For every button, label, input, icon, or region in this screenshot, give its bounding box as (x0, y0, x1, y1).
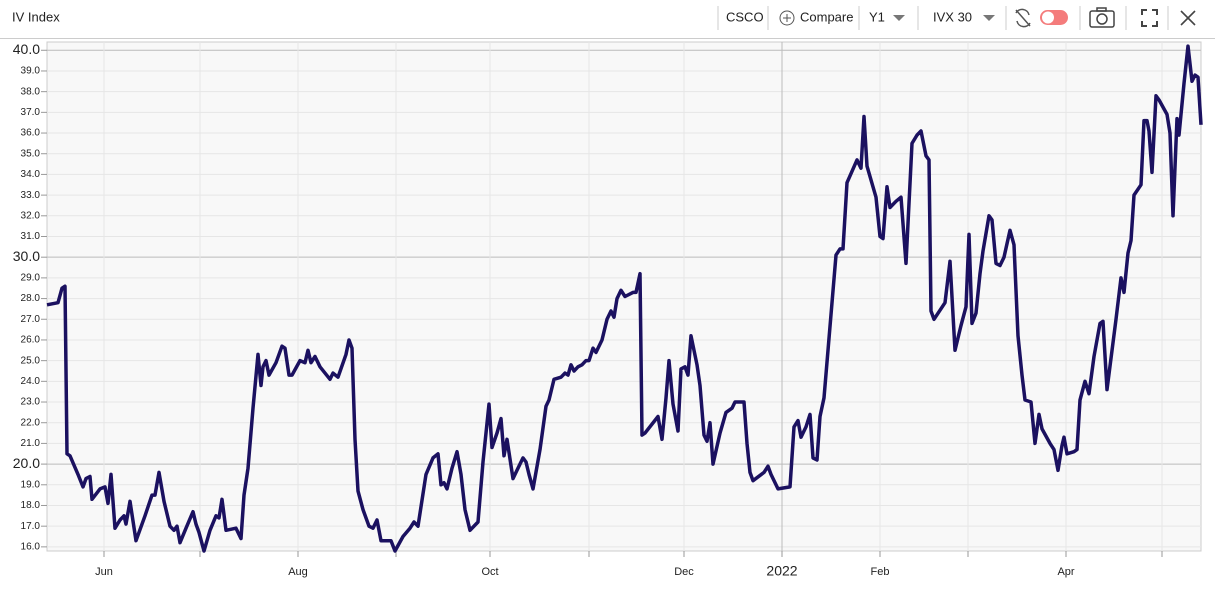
y-tick-label: 19.0 (21, 479, 41, 490)
camera-icon[interactable] (1089, 7, 1115, 28)
y-tick-label: 36.0 (21, 128, 41, 139)
y-tick-label: 29.0 (21, 273, 41, 284)
x-tick-label: Dec (674, 566, 694, 578)
y-tick-label: 24.0 (21, 376, 41, 387)
y-tick-label: 37.0 (21, 107, 41, 118)
x-tick-label: Apr (1057, 566, 1074, 578)
y-tick-label: 38.0 (21, 86, 41, 97)
y-tick-label: 17.0 (21, 521, 41, 532)
y-tick-label: 40.0 (13, 41, 40, 57)
y-tick-label: 20.0 (13, 455, 40, 471)
x-tick-label: Jun (95, 566, 113, 578)
y-tick-label: 16.0 (21, 542, 41, 553)
x-tick-label: Aug (288, 566, 308, 578)
x-tick-label: Feb (871, 566, 890, 578)
period-select[interactable]: Y1 (869, 9, 885, 24)
x-tick-label: 2022 (766, 563, 797, 579)
refresh-icon[interactable] (1015, 8, 1031, 28)
x-tick-label: Oct (481, 566, 498, 578)
line (46, 44, 1203, 553)
symbol[interactable]: CSCO (726, 9, 764, 24)
y-tick-label: 35.0 (21, 148, 41, 159)
dropdown-arrow[interactable] (893, 15, 905, 21)
y-tick-label: 26.0 (21, 335, 41, 346)
compare-icon[interactable] (779, 10, 795, 26)
fullscreen-icon[interactable] (1141, 9, 1158, 27)
y-tick-label: 28.0 (21, 293, 41, 304)
toggle[interactable] (1040, 10, 1068, 25)
y-tick-label: 22.0 (21, 417, 41, 428)
y-tick-label: 34.0 (21, 169, 41, 180)
y-tick-label: 32.0 (21, 210, 41, 221)
y-tick-label: 39.0 (21, 66, 41, 77)
y-tick-label: 18.0 (21, 500, 41, 511)
compare-button[interactable]: Compare (800, 9, 853, 24)
y-tick-label: 25.0 (21, 355, 41, 366)
measure-select[interactable]: IVX 30 (933, 9, 972, 24)
dropdown-arrow[interactable] (983, 15, 995, 21)
y-tick-label: 30.0 (13, 248, 40, 264)
y-tick-label: 27.0 (21, 314, 41, 325)
y-tick-label: 21.0 (21, 438, 41, 449)
y-tick-label: 33.0 (21, 190, 41, 201)
close-icon[interactable] (1180, 10, 1196, 26)
y-tick-label: 31.0 (21, 231, 41, 242)
toolbar-title: IV Index (12, 9, 60, 24)
y-tick-label: 23.0 (21, 397, 41, 408)
